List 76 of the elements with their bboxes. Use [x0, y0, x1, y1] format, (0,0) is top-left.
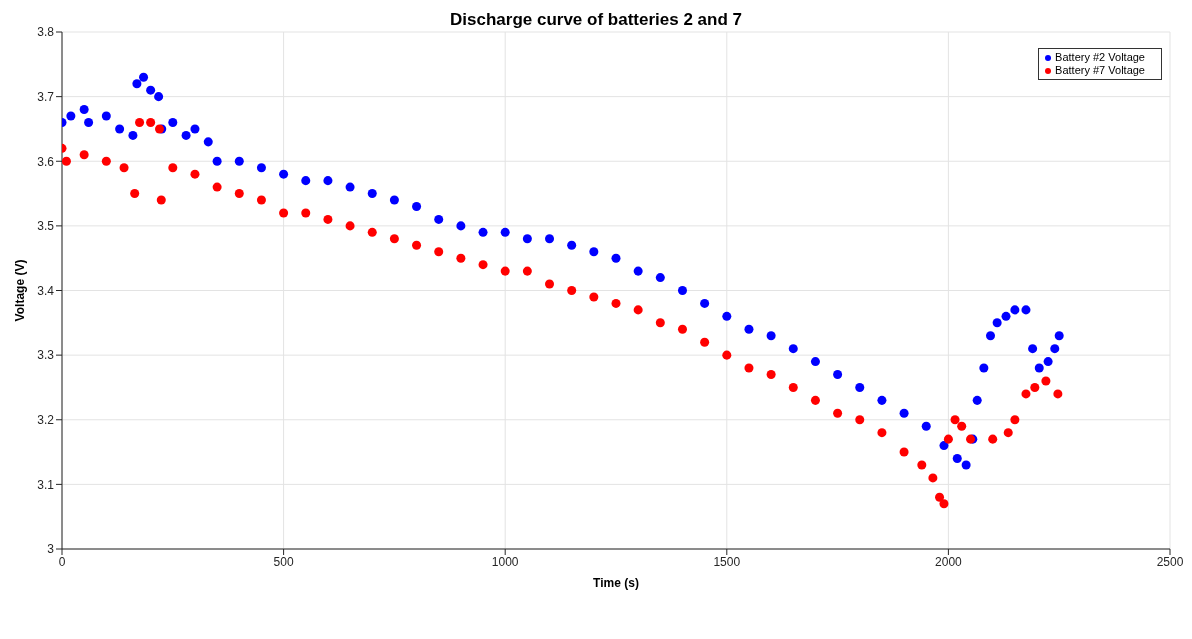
point	[323, 214, 333, 224]
chart-title: Discharge curve of batteries 2 and 7	[450, 10, 742, 29]
point	[1010, 415, 1020, 425]
point	[212, 182, 222, 192]
y-tick-label: 3.6	[37, 154, 55, 169]
x-tick-label: 2000	[935, 554, 963, 569]
point	[589, 292, 599, 302]
point	[190, 169, 200, 179]
point	[545, 279, 555, 289]
point	[655, 318, 665, 328]
x-tick-label: 1500	[713, 554, 741, 569]
point	[567, 285, 577, 296]
legend-label: Battery #2 Voltage	[1055, 51, 1145, 63]
point	[810, 395, 820, 405]
y-tick-label: 3.5	[37, 219, 55, 234]
point	[456, 253, 466, 263]
point	[79, 150, 89, 160]
point	[957, 421, 967, 431]
point	[935, 492, 945, 502]
x-tick-label: 2500	[1156, 554, 1184, 569]
point	[101, 156, 111, 166]
point	[301, 208, 311, 218]
point	[1021, 389, 1031, 399]
point	[939, 499, 949, 509]
point	[722, 350, 732, 360]
legend-label: Battery #7 Voltage	[1055, 64, 1145, 76]
point	[988, 434, 998, 444]
point	[412, 240, 422, 250]
y-tick-label: 3.4	[37, 283, 55, 298]
point	[1003, 428, 1013, 438]
point	[1041, 376, 1051, 386]
y-tick-label: 3	[47, 542, 55, 557]
point	[119, 163, 129, 173]
point	[156, 195, 166, 205]
point	[1053, 389, 1063, 399]
y-tick-label: 3.2	[37, 413, 55, 428]
point	[788, 382, 798, 392]
y-tick-label: 3.3	[37, 348, 55, 363]
point	[522, 266, 532, 276]
point	[766, 370, 776, 380]
point	[146, 117, 156, 127]
point	[256, 195, 266, 205]
point	[345, 221, 355, 231]
point	[135, 117, 145, 127]
point	[234, 189, 244, 199]
point	[500, 266, 510, 276]
point	[917, 460, 927, 470]
point	[877, 428, 887, 438]
x-tick-label: 0	[58, 554, 66, 569]
point	[1030, 382, 1040, 392]
x-tick-label: 1000	[491, 554, 519, 569]
point	[130, 189, 140, 199]
point	[434, 247, 444, 257]
y-tick-label: 3.7	[37, 89, 55, 104]
point	[633, 305, 643, 315]
point	[744, 363, 754, 373]
y-tick-label: 3.1	[37, 477, 55, 492]
point	[855, 415, 865, 425]
y-tick-label: 3.8	[37, 25, 55, 40]
point	[943, 434, 953, 444]
point	[928, 473, 938, 483]
point	[478, 260, 488, 270]
point	[950, 415, 960, 425]
point	[899, 447, 909, 457]
y-axis-title: Voltage (V)	[13, 259, 28, 322]
point	[611, 298, 621, 308]
x-tick-label: 500	[273, 554, 294, 569]
point	[367, 227, 377, 237]
point	[168, 163, 178, 173]
point	[389, 234, 399, 244]
point	[700, 337, 710, 347]
point	[677, 324, 687, 334]
x-axis-title: Time (s)	[593, 576, 639, 590]
point	[279, 208, 289, 218]
point	[833, 408, 843, 418]
point	[62, 156, 71, 166]
